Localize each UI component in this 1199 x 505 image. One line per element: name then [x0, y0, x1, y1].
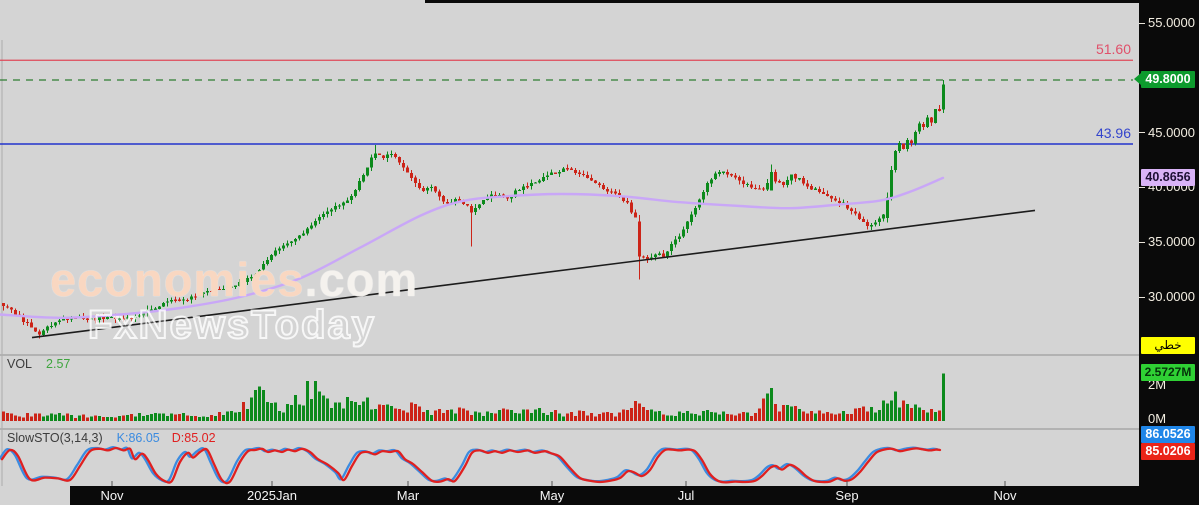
stochastic-title: SlowSTO(3,14,3)	[7, 431, 103, 445]
volume-series	[2, 373, 945, 421]
linear-scale-badge[interactable]: خطي	[1141, 337, 1195, 354]
volume-current-value: 2.57	[46, 357, 71, 371]
price-tick-dash	[1139, 241, 1145, 243]
price-tick-label: 55.0000	[1148, 15, 1195, 30]
price-tick-dash	[1139, 186, 1145, 188]
stochastic-pane-header: SlowSTO(3,14,3) K:86.05 D:85.02	[7, 431, 216, 445]
last-price-badge-pointer	[1134, 72, 1141, 85]
volume-axis-tick-0m: 0M	[1148, 411, 1167, 426]
support-price-label[interactable]: 43.96	[1095, 124, 1131, 141]
volume-badge: 2.5727M	[1141, 364, 1195, 381]
trendline[interactable]	[31, 209, 1036, 339]
price-tick-label: 45.0000	[1148, 124, 1195, 140]
stochastic-d-badge: 85.0206	[1141, 443, 1195, 460]
resistance-price-label[interactable]: 51.60	[1095, 41, 1131, 58]
time-axis[interactable]: Nov 2025Jan Mar May Jul Sep Nov	[70, 486, 1199, 505]
volume-pane-header: VOL 2.57	[7, 357, 70, 371]
price-tick-dash	[1139, 22, 1145, 24]
price-tick-label: 30.0000	[1148, 289, 1195, 304]
stochastic-k-value: K:86.05	[116, 431, 160, 445]
month-label: Nov	[993, 488, 1017, 503]
month-label: 2025Jan	[247, 488, 297, 503]
month-label: May	[539, 488, 565, 503]
stochastic-d-line	[0, 446, 942, 485]
price-axis[interactable]: 49.8000 40.8656 خطي 2.5727M 2M 0M 86.052…	[1134, 0, 1199, 505]
price-tick-dash	[1139, 296, 1145, 298]
moving-average-line[interactable]	[0, 176, 945, 320]
last-price-badge: 49.8000	[1134, 70, 1195, 88]
stochastic-k-badge: 86.0526	[1141, 426, 1195, 443]
moving-average-badge: 40.8656	[1141, 168, 1195, 186]
stochastic-d-value: D:85.02	[171, 431, 216, 445]
month-label: Sep	[835, 488, 859, 503]
month-label: Jul	[677, 488, 695, 503]
window-top-border	[425, 0, 1199, 3]
price-tick-label: 35.0000	[1148, 234, 1195, 250]
month-label: Mar	[396, 488, 420, 503]
stochastic-k-line	[0, 446, 939, 484]
month-label: Nov	[100, 488, 124, 503]
volume-title: VOL	[7, 357, 33, 371]
price-tick-dash	[1139, 132, 1145, 134]
candlestick-series	[2, 80, 945, 339]
